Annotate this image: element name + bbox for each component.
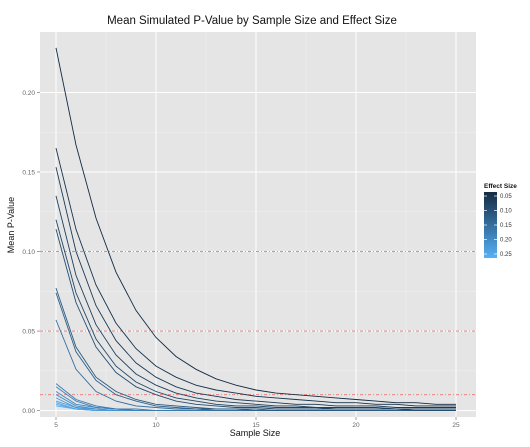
legend-tick-label: 0.10	[500, 209, 512, 215]
x-tick-label: 20	[352, 422, 360, 429]
series-lines	[55, 47, 456, 412]
series-line	[55, 47, 456, 405]
x-tick-label: 15	[252, 422, 260, 429]
legend-ticks: 0.05 0.10 0.15 0.20 0.25	[484, 194, 512, 258]
x-tick-label: 10	[152, 422, 160, 429]
chart-title: Mean Simulated P-Value by Sample Size an…	[107, 15, 397, 27]
series-line	[55, 219, 456, 410]
y-tick-label: 0.10	[22, 249, 35, 256]
x-tick-label: 25	[452, 422, 460, 429]
legend-tick-label: 0.25	[500, 252, 512, 258]
y-tick-label: 0.15	[22, 169, 35, 176]
plot-panel	[40, 32, 476, 417]
legend-tick-label: 0.15	[500, 223, 512, 229]
y-tick-label: 0.05	[22, 328, 35, 335]
x-axis-ticks: 5 10 15 20 25	[54, 417, 460, 429]
y-axis-ticks: 0.00 0.05 0.10 0.15 0.20	[22, 90, 40, 415]
series-line	[55, 195, 456, 410]
series-line	[55, 147, 456, 407]
legend-tick-label: 0.20	[500, 238, 512, 244]
reference-lines	[40, 251, 476, 396]
x-axis-title: Sample Size	[230, 428, 281, 438]
effect-size-legend: Effect Size 0.05 0.10 0.15 0.20 0.25	[484, 183, 517, 258]
x-tick-label: 5	[54, 422, 58, 429]
legend-colorbar	[484, 192, 497, 258]
series-line	[55, 287, 456, 412]
y-tick-label: 0.00	[22, 408, 35, 415]
gridlines	[40, 32, 476, 417]
legend-tick-label: 0.05	[500, 194, 512, 200]
y-tick-label: 0.20	[22, 90, 35, 97]
legend-title: Effect Size	[484, 183, 517, 190]
series-line	[55, 167, 456, 408]
y-axis-title: Mean P-Value	[6, 197, 16, 253]
